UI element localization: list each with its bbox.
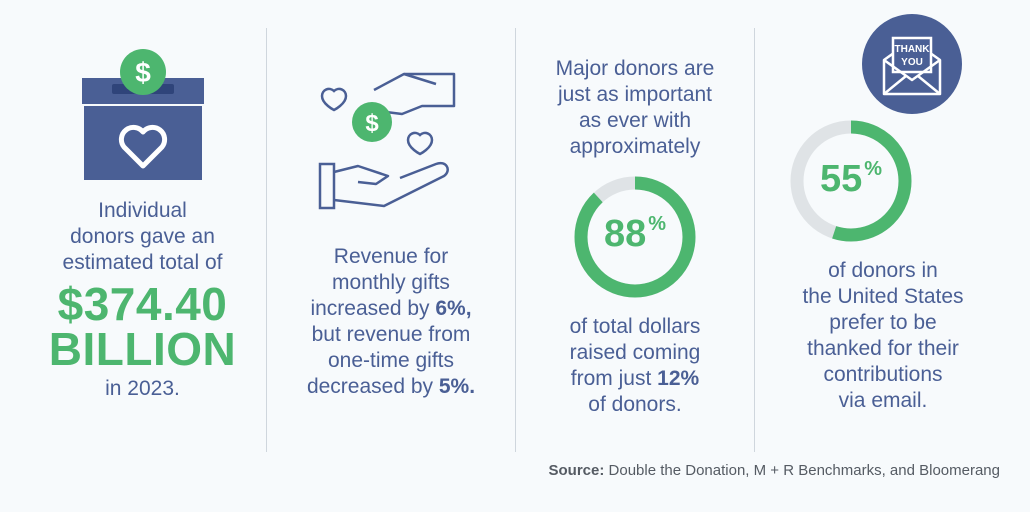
onetime-decrease-pct: 5%. bbox=[438, 375, 476, 398]
donation-amount: $374.40 bbox=[57, 278, 228, 330]
major-donors-line2: just as important bbox=[557, 83, 713, 106]
major-donors-line6: raised coming bbox=[569, 341, 701, 364]
major-donors-line8: of donors. bbox=[588, 393, 682, 416]
major-donors-line4: approximately bbox=[569, 135, 701, 158]
major-donors-column: Major donors are just as important as ev… bbox=[517, 0, 753, 470]
donation-amount-unit: BILLION bbox=[48, 323, 237, 375]
donation-year: in 2023. bbox=[105, 377, 180, 400]
ring-chart-55 bbox=[790, 120, 912, 242]
column-divider bbox=[515, 28, 516, 452]
ring-88-value: 88% bbox=[603, 213, 667, 255]
major-donors-line7: from just 12% bbox=[570, 367, 700, 390]
monthly-gifts-column: $ Revenue for monthly gifts increased by… bbox=[268, 0, 514, 470]
ring-55-value: 55% bbox=[819, 158, 883, 200]
donation-column: $ Individual donors gave an estimated to… bbox=[20, 0, 265, 470]
revenue-text-line2: monthly gifts bbox=[332, 271, 450, 294]
ring-progress bbox=[790, 120, 912, 242]
donation-box-icon: $ bbox=[82, 49, 204, 180]
ring-progress bbox=[574, 176, 696, 298]
major-donors-line3: as ever with bbox=[578, 109, 692, 132]
donor-share-pct: 12% bbox=[657, 367, 700, 390]
column-divider bbox=[266, 28, 267, 452]
revenue-text-line5: one-time gifts bbox=[327, 349, 455, 372]
monthly-increase-pct: 6%, bbox=[435, 297, 472, 320]
hand-giving-money-icon: $ bbox=[318, 72, 456, 210]
source-note: Source: Double the Donation, M + R Bench… bbox=[549, 462, 1001, 479]
thanks-line3: prefer to be bbox=[829, 311, 937, 334]
thank-you-line1: THANK bbox=[895, 44, 931, 55]
svg-text:$: $ bbox=[365, 110, 379, 137]
revenue-text-line3: increased by 6%, bbox=[310, 297, 472, 320]
ring-chart-88 bbox=[574, 176, 696, 298]
donors-text-line3: estimated total of bbox=[62, 251, 223, 274]
thanks-line6: via email. bbox=[838, 389, 928, 412]
revenue-text-line1: Revenue for bbox=[333, 245, 449, 268]
thanks-line1: of donors in bbox=[828, 259, 938, 282]
major-donors-line5: of total dollars bbox=[569, 315, 701, 338]
thanks-line5: contributions bbox=[823, 363, 943, 386]
thanks-line4: thanked for their bbox=[807, 337, 959, 360]
donors-text-line2: donors gave an bbox=[70, 225, 215, 248]
donors-text-line1: Individual bbox=[98, 199, 187, 222]
source-text: Double the Donation, M + R Benchmarks, a… bbox=[604, 462, 1000, 479]
column-divider bbox=[754, 28, 755, 452]
source-label: Source: bbox=[548, 462, 605, 479]
thank-you-column: THANK YOU 55% of donors in the United St… bbox=[756, 0, 1010, 470]
major-donors-line1: Major donors are bbox=[555, 57, 715, 80]
revenue-text-line6: decreased by 5%. bbox=[306, 375, 476, 398]
thanks-line2: the United States bbox=[802, 285, 964, 308]
revenue-text-line4: but revenue from bbox=[311, 323, 471, 346]
svg-text:$: $ bbox=[135, 57, 151, 88]
thank-you-line2: YOU bbox=[901, 57, 923, 68]
thank-you-envelope-icon: THANK YOU bbox=[862, 14, 962, 114]
